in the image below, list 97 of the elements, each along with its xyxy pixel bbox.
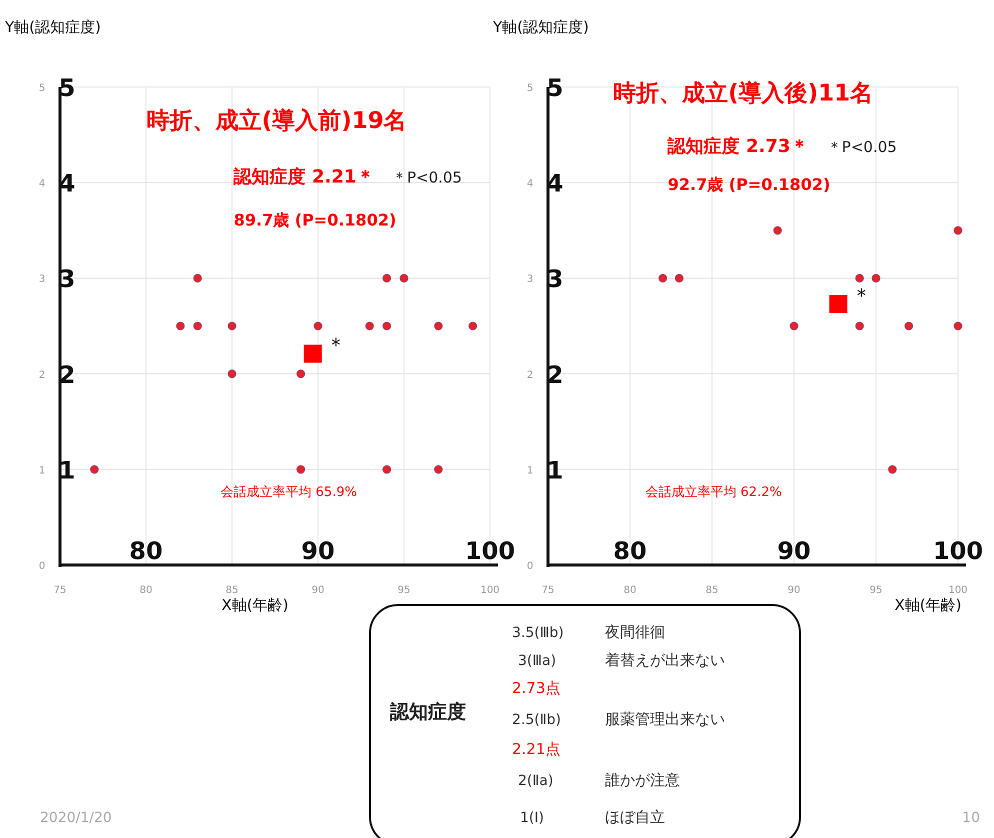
x2-tick-label: 80: [129, 537, 163, 565]
x-tick-label: 100: [480, 585, 500, 596]
annotation: ＊P<0.05: [392, 168, 462, 187]
annotation: ＊: [326, 332, 346, 357]
annotation: ＊: [851, 283, 872, 308]
text: 10: [962, 810, 980, 826]
point: [468, 322, 478, 330]
annotation: 89.7歳 (P=0.1802): [234, 210, 396, 230]
x-tick-label: 85: [706, 585, 718, 596]
x-tick-label: 90: [312, 585, 324, 596]
point: [954, 322, 962, 330]
annotation: 認知症度 2.73＊: [666, 136, 808, 158]
x-tick-label: 90: [788, 585, 800, 596]
y2-tick-label: 3: [546, 265, 564, 294]
text: 2.73点: [512, 679, 560, 697]
x-tick-label: 75: [54, 585, 66, 596]
x-tick-label: 75: [542, 585, 554, 596]
text: 誰かが注意: [605, 771, 680, 789]
x-axis-title: X軸(年齢): [894, 596, 962, 614]
point: [382, 274, 392, 282]
y2-tick-label: 3: [58, 265, 76, 294]
text: 3(Ⅲa): [518, 653, 556, 669]
point: [674, 274, 684, 282]
y2-tick-label: 5: [546, 74, 564, 102]
text: 2.21点: [512, 740, 560, 758]
point: [382, 465, 392, 474]
y-tick-label: 3: [38, 274, 46, 286]
point: [382, 322, 392, 330]
y-tick-label: 1: [526, 465, 534, 476]
point: [872, 274, 880, 282]
text: 着替えが出来ない: [605, 651, 725, 669]
y2-tick-label: 5: [58, 74, 76, 102]
y-tick-label: 2: [38, 370, 46, 381]
annotation: 認知症度 2.21＊: [232, 166, 374, 188]
y-tick-label: 0: [38, 561, 46, 572]
y-axis-title: Y軸(認知症度): [4, 18, 101, 36]
y-tick-label: 2: [526, 370, 534, 381]
y-axis-title: Y軸(認知症度): [492, 18, 589, 36]
text: 3.5(Ⅲb): [512, 625, 564, 641]
annotation: 時折、成立(導入後)11名: [613, 79, 874, 106]
y2-tick-label: 1: [58, 456, 76, 484]
y-tick-label: 0: [526, 561, 534, 572]
x2-tick-label: 100: [464, 537, 516, 565]
point: [954, 226, 962, 235]
point: [296, 465, 306, 474]
point: [888, 465, 897, 474]
point: [304, 344, 322, 363]
point: [228, 322, 236, 330]
point: [400, 274, 408, 282]
point: [658, 274, 668, 282]
y-tick-label: 4: [38, 178, 46, 190]
point: [773, 226, 782, 235]
point: [434, 465, 443, 474]
text: ほぼ自立: [605, 808, 665, 826]
x-tick-label: 95: [398, 585, 410, 596]
text: 夜間徘徊: [605, 623, 665, 641]
x-tick-label: 95: [870, 585, 882, 596]
y2-tick-label: 1: [546, 456, 564, 484]
text: 2(Ⅱa): [518, 773, 554, 789]
point: [434, 322, 443, 330]
text: 認知症度: [389, 701, 466, 723]
point: [193, 322, 202, 330]
x2-tick-label: 90: [777, 537, 811, 565]
point: [365, 322, 374, 330]
text: 服薬管理出来ない: [605, 710, 725, 728]
point: [296, 370, 306, 378]
annotation: 時折、成立(導入前)19名: [146, 107, 407, 134]
annotation: 92.7歳 (P=0.1802): [668, 175, 830, 194]
y-tick-label: 4: [526, 178, 534, 190]
point: [314, 322, 322, 330]
y-tick-label: 5: [38, 83, 46, 94]
annotation: 会話成立率平均 62.2%: [645, 484, 782, 500]
y-tick-label: 3: [526, 274, 534, 286]
y-tick-label: 1: [38, 465, 46, 476]
x-axis-title: X軸(年齢): [222, 596, 288, 614]
x-tick-label: 85: [226, 585, 238, 596]
point: [904, 322, 914, 330]
point: [90, 465, 99, 474]
text: 2020/1/20: [40, 810, 112, 826]
point: [855, 322, 864, 330]
point: [176, 322, 185, 330]
x2-tick-label: 90: [301, 537, 335, 565]
point: [228, 370, 236, 378]
point: [829, 295, 848, 314]
x2-tick-label: 100: [932, 537, 984, 565]
x-tick-label: 80: [624, 585, 636, 596]
text: 1(Ⅰ): [520, 810, 544, 826]
text: 2.5(Ⅱb): [512, 712, 561, 728]
point: [193, 274, 202, 282]
x-tick-label: 80: [140, 585, 152, 596]
y-tick-label: 5: [526, 83, 534, 94]
annotation: ＊P<0.05: [826, 138, 897, 156]
annotation: 会話成立率平均 65.9%: [220, 484, 357, 500]
point: [855, 274, 864, 282]
point: [790, 322, 798, 330]
x2-tick-label: 80: [613, 537, 647, 565]
x-tick-label: 100: [948, 585, 968, 596]
